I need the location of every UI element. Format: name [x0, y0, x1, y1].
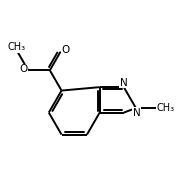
Text: N: N [133, 108, 141, 118]
Text: N: N [120, 78, 128, 88]
Text: O: O [61, 45, 69, 55]
Text: CH₃: CH₃ [157, 103, 175, 113]
Text: O: O [20, 64, 28, 74]
Text: CH₃: CH₃ [8, 42, 26, 52]
